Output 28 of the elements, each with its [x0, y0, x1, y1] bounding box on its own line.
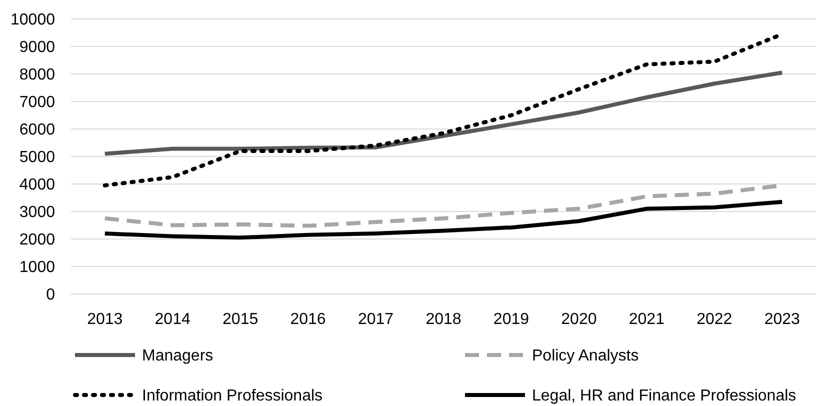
legend-label: Information Professionals [142, 388, 323, 405]
y-tick-label: 3000 [19, 204, 56, 222]
x-tick-label: 2021 [628, 311, 665, 328]
x-tick-label: 2016 [290, 311, 326, 328]
x-tick-label: 2022 [696, 311, 732, 328]
y-tick-label: 7000 [19, 94, 56, 112]
legend-label: Policy Analysts [532, 348, 639, 365]
x-tick-label: 2020 [561, 311, 597, 328]
y-tick-label: 10000 [10, 12, 56, 29]
line-series [102, 200, 784, 240]
x-tick-label: 2017 [358, 311, 394, 328]
legend-label: Legal, HR and Finance Professionals [532, 388, 796, 405]
y-tick-label: 2000 [19, 232, 56, 249]
y-tick-label: 9000 [19, 39, 56, 56]
x-tick-label: 2018 [426, 311, 462, 328]
y-tick-label: 8000 [19, 66, 56, 84]
y-tick-label: 4000 [19, 176, 56, 194]
x-tick-label: 2015 [222, 311, 258, 328]
x-tick-label: 2023 [764, 311, 800, 328]
y-tick-label: 0 [46, 286, 56, 304]
line-series [102, 70, 784, 156]
y-tick-label: 6000 [19, 122, 56, 139]
x-tick-label: 2019 [493, 311, 530, 328]
legend-label: Managers [142, 348, 214, 365]
y-tick-label: 5000 [19, 149, 56, 166]
y-tick-label: 1000 [19, 259, 56, 276]
x-tick-label: 2013 [87, 311, 123, 328]
x-tick-label: 2014 [154, 311, 190, 328]
